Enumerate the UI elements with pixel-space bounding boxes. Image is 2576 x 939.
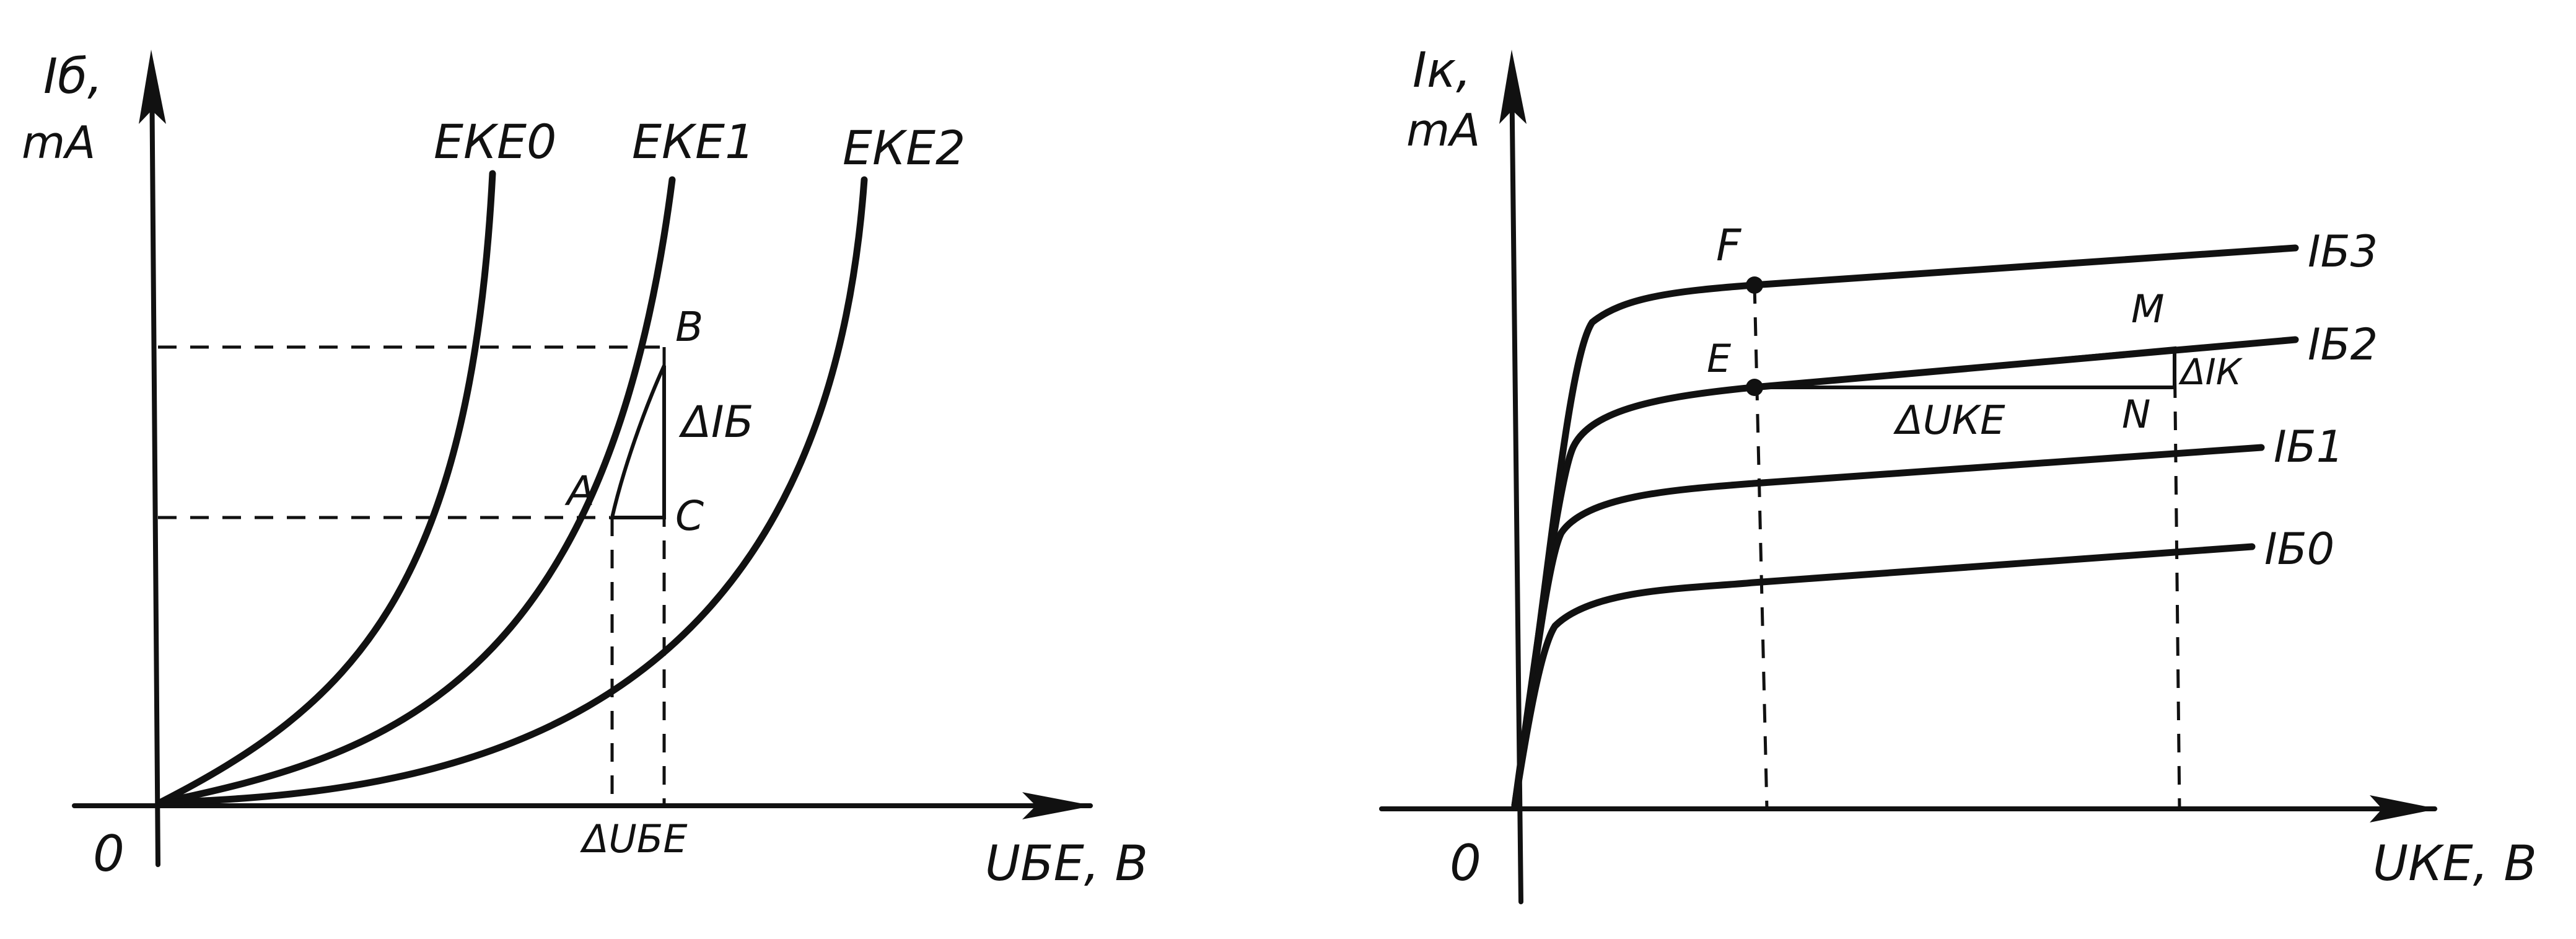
left-origin-label: 0 bbox=[93, 825, 125, 883]
left-y-axis-arrow-icon bbox=[139, 50, 166, 124]
left-delta-y-label: ΔIБ bbox=[678, 397, 754, 447]
right-point-label-f: F bbox=[1716, 220, 1742, 271]
left-delta-x-label: ΔUБЕ bbox=[580, 816, 688, 862]
right-curve-label-ib1: IБ1 bbox=[2274, 421, 2344, 472]
left-curve-eke2 bbox=[156, 176, 868, 806]
right-dash-drop-m bbox=[2173, 346, 2181, 809]
left-point-label-c: C bbox=[675, 492, 704, 540]
output-characteristics-plot: Iк, mA 0 UКЕ, B IБ3 IБ2 IБ1 IБ0 F E M N … bbox=[1379, 43, 2537, 904]
left-curve-eke0 bbox=[156, 170, 496, 806]
right-curve-label-ib3: IБ3 bbox=[2308, 226, 2378, 277]
left-delta-triangle bbox=[610, 364, 666, 519]
left-curve-eke1 bbox=[156, 176, 676, 806]
left-point-label-b: B bbox=[675, 303, 703, 351]
right-origin-label: 0 bbox=[1450, 834, 1481, 892]
right-point-f bbox=[1746, 276, 1763, 294]
right-delta-triangle bbox=[1754, 346, 2176, 389]
right-curve-label-ib0: IБ0 bbox=[2264, 524, 2334, 575]
left-curve-label-eke1: EКЕ1 bbox=[632, 114, 755, 169]
right-dash-drop-f bbox=[1753, 284, 1769, 809]
left-point-label-a: A bbox=[564, 467, 595, 515]
left-x-axis-arrow-icon bbox=[1022, 792, 1093, 819]
left-y-axis-label: Iб, bbox=[43, 49, 103, 105]
left-curve-label-eke0: EКЕ0 bbox=[434, 114, 556, 169]
left-curve-label-eke2: EКЕ2 bbox=[843, 120, 965, 175]
right-curve-ib3 bbox=[1511, 244, 2299, 809]
left-y-axis-unit: mA bbox=[22, 117, 95, 169]
left-y-axis bbox=[149, 66, 160, 867]
right-point-label-n: N bbox=[2122, 392, 2150, 437]
right-x-axis-label: UКЕ, B bbox=[2373, 836, 2537, 892]
right-y-axis-label: Iк, bbox=[1413, 43, 1471, 99]
right-y-axis-arrow-icon bbox=[1499, 50, 1527, 124]
right-curve-ib1 bbox=[1511, 444, 2265, 809]
right-x-axis-arrow-icon bbox=[2370, 795, 2438, 822]
right-delta-y-label: ΔIК bbox=[2178, 351, 2243, 393]
right-point-e bbox=[1746, 379, 1763, 396]
right-point-label-m: M bbox=[2131, 286, 2165, 332]
left-x-axis-label: UБЕ, B bbox=[985, 836, 1148, 892]
input-characteristics-plot: Iб, mA 0 UБЕ, B EКЕ0 EКЕ1 EКЕ2 B A C ΔIБ… bbox=[22, 49, 1148, 892]
right-y-axis-unit: mA bbox=[1406, 104, 1480, 156]
right-point-label-e: E bbox=[1707, 336, 1732, 381]
right-curve-label-ib2: IБ2 bbox=[2308, 319, 2378, 370]
right-delta-x-label: ΔUКЕ bbox=[1893, 398, 2005, 444]
right-curve-ib0 bbox=[1511, 543, 2256, 809]
